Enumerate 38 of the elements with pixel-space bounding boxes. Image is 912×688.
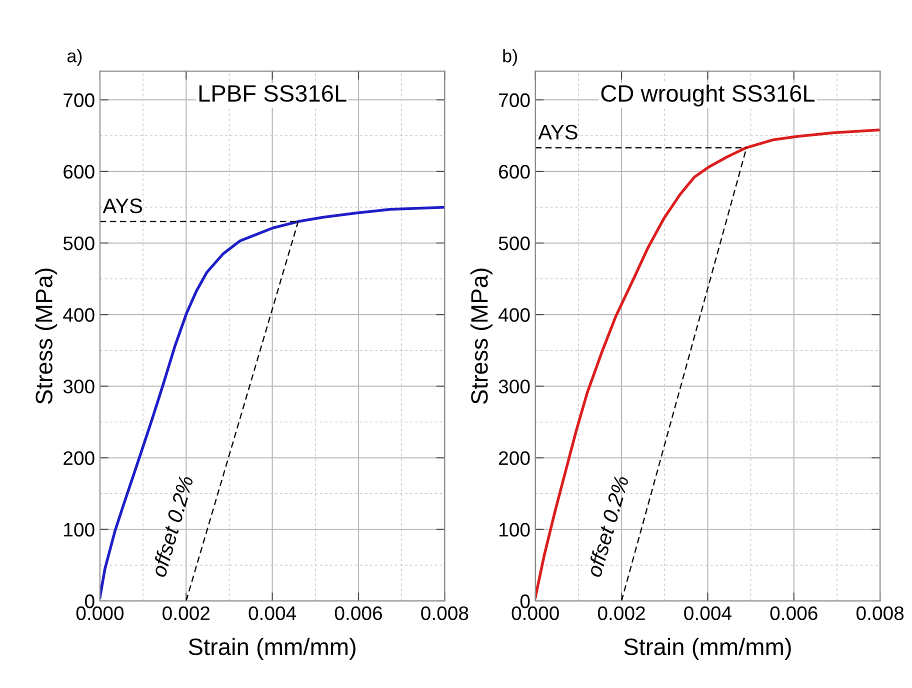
chart-title: LPBF SS316L [199,85,346,102]
y-tick-label: 200 [499,451,530,466]
x-tick-label: 0.008 [421,606,468,620]
y-tick-label: 100 [64,522,94,537]
y-axis-title: Stress (MPa) [35,268,58,404]
x-tick-label: 0.006 [334,606,382,620]
y-tick-label: 0 [520,594,530,608]
y-tick-label: 200 [64,451,94,466]
y-tick-label: 700 [499,93,530,108]
x-tick-label: 0.004 [684,606,732,620]
y-tick-label: 400 [63,308,94,322]
y-tick-label: 0 [85,594,94,608]
annotation: AYS [102,198,142,214]
text: CD wrought SS316L [601,84,815,106]
x-tick-label: 0.008 [856,606,904,620]
x-axis-title: Strain (mm/mm) [188,638,356,660]
annotation: offset 0.2% [586,474,629,578]
y-tick-label: 300 [63,380,94,394]
y-tick-label: 500 [498,236,530,250]
x-axis-title: Strain (mm/mm) [624,638,791,660]
y-tick-label: 600 [499,164,530,179]
x-tick-label: 0.004 [248,606,296,620]
y-tick-label: 400 [498,308,530,322]
y-tick-label: 600 [64,164,94,179]
x-tick-label: 0.006 [770,606,818,620]
y-axis-title: Stress (MPa) [470,268,492,404]
y-tick-label: 500 [63,236,94,250]
x-tick-label: 0.000 [76,606,124,620]
y-tick-label: 300 [498,380,530,394]
x-tick-label: 0.002 [598,606,645,620]
x-tick-label: 0.000 [512,606,559,620]
annotation: AYS [538,124,578,140]
y-tick-label: 700 [64,93,94,108]
y-tick-label: 100 [500,522,530,537]
text: b) [503,49,517,66]
text: a) [67,49,82,66]
annotation: offset 0.2% [150,474,194,578]
x-tick-label: 0.002 [162,606,210,620]
